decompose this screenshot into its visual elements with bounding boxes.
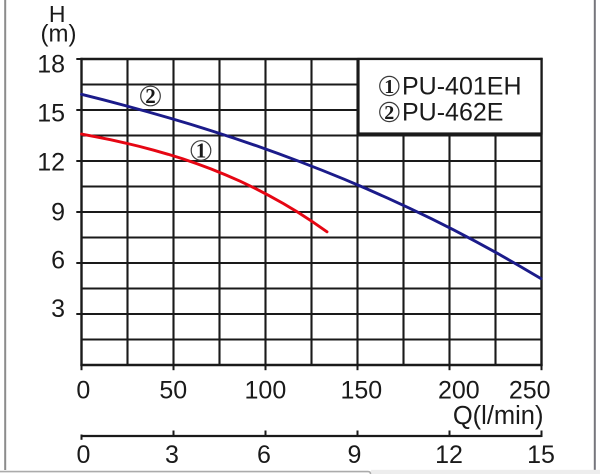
- svg-text:2: 2: [384, 102, 394, 124]
- svg-text:0: 0: [76, 376, 90, 404]
- svg-text:3: 3: [51, 295, 65, 323]
- svg-text:9: 9: [51, 198, 65, 226]
- svg-text:200: 200: [438, 376, 480, 404]
- svg-text:250: 250: [509, 376, 551, 404]
- svg-text:15: 15: [527, 441, 555, 469]
- svg-text:150: 150: [340, 376, 382, 404]
- svg-text:PU-401EH: PU-401EH: [402, 73, 522, 101]
- svg-text:1: 1: [196, 139, 207, 163]
- svg-text:50: 50: [159, 376, 187, 404]
- svg-text:15: 15: [37, 99, 65, 127]
- svg-text:12: 12: [435, 441, 463, 469]
- svg-text:1: 1: [384, 76, 394, 98]
- svg-text:H: H: [49, 1, 66, 27]
- svg-text:3: 3: [165, 441, 179, 469]
- svg-text:9: 9: [348, 441, 362, 469]
- svg-text:(m): (m): [41, 21, 77, 48]
- svg-text:6: 6: [257, 441, 271, 469]
- svg-text:PU-462E: PU-462E: [402, 99, 503, 127]
- svg-text:100: 100: [245, 376, 287, 404]
- svg-text:18: 18: [37, 50, 65, 78]
- svg-text:12: 12: [37, 148, 65, 176]
- svg-text:2: 2: [145, 84, 156, 108]
- svg-text:0: 0: [76, 441, 90, 469]
- svg-text:6: 6: [51, 246, 65, 274]
- svg-text:Q(l/min): Q(l/min): [453, 402, 544, 430]
